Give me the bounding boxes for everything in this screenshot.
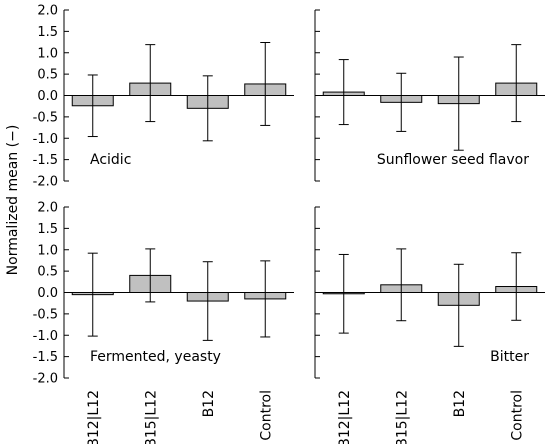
category-label: B15|L12 — [394, 390, 410, 444]
y-tick-label: -0.5 — [33, 110, 58, 125]
y-tick-label: 0.0 — [37, 286, 58, 301]
y-tick-label: -1.5 — [33, 153, 58, 168]
y-tick-label: 2.0 — [37, 201, 58, 216]
panel-label: Sunflower seed flavor — [377, 152, 529, 168]
y-tick-label: 0.0 — [37, 89, 58, 104]
category-label: Control — [509, 390, 525, 441]
y-tick-label: -0.5 — [33, 307, 58, 322]
y-tick-label: 0.5 — [37, 68, 58, 83]
y-tick-label: 1.0 — [37, 243, 58, 258]
y-tick-label: 0.5 — [37, 265, 58, 280]
category-label: B12 — [452, 390, 468, 417]
category-label: B15|L12 — [143, 390, 159, 444]
y-tick-label: -2.0 — [33, 372, 58, 387]
category-label: B12|L12 — [86, 390, 102, 444]
y-tick-label: -1.0 — [33, 132, 58, 147]
panel-label: Acidic — [90, 152, 131, 168]
panel: Sunflower seed flavor — [314, 9, 545, 182]
panels: 2.0 1.5 1.0 0.5 0.0 -0.5 -1.0 -1.5 -2.0 Acidic Sun… — [33, 4, 545, 444]
panel: 2.0 1.5 1.0 0.5 0.0 -0.5 -1.0 -1.5 -2.0 Fermented… — [33, 201, 294, 444]
panel-label: Bitter — [490, 349, 529, 365]
panel-label: Fermented, yeasty — [90, 349, 221, 365]
y-tick-label: -1.0 — [33, 329, 58, 344]
y-tick-label: -2.0 — [33, 175, 58, 190]
panel: 2.0 1.5 1.0 0.5 0.0 -0.5 -1.0 -1.5 -2.0 Acidic — [33, 4, 294, 190]
category-label: B12 — [201, 390, 217, 417]
y-tick-label: 2.0 — [37, 4, 58, 19]
category-label: B12|L12 — [337, 390, 353, 444]
y-axis-title: Normalized mean (−) — [5, 125, 21, 276]
y-tick-label: -1.5 — [33, 350, 58, 365]
y-tick-label: 1.5 — [37, 25, 58, 40]
category-label: Control — [258, 390, 274, 441]
y-tick-label: 1.0 — [37, 46, 58, 61]
panel: Bitter B12|L12 B15|L12 B12 Control — [314, 206, 545, 444]
y-tick-label: 1.5 — [37, 222, 58, 237]
